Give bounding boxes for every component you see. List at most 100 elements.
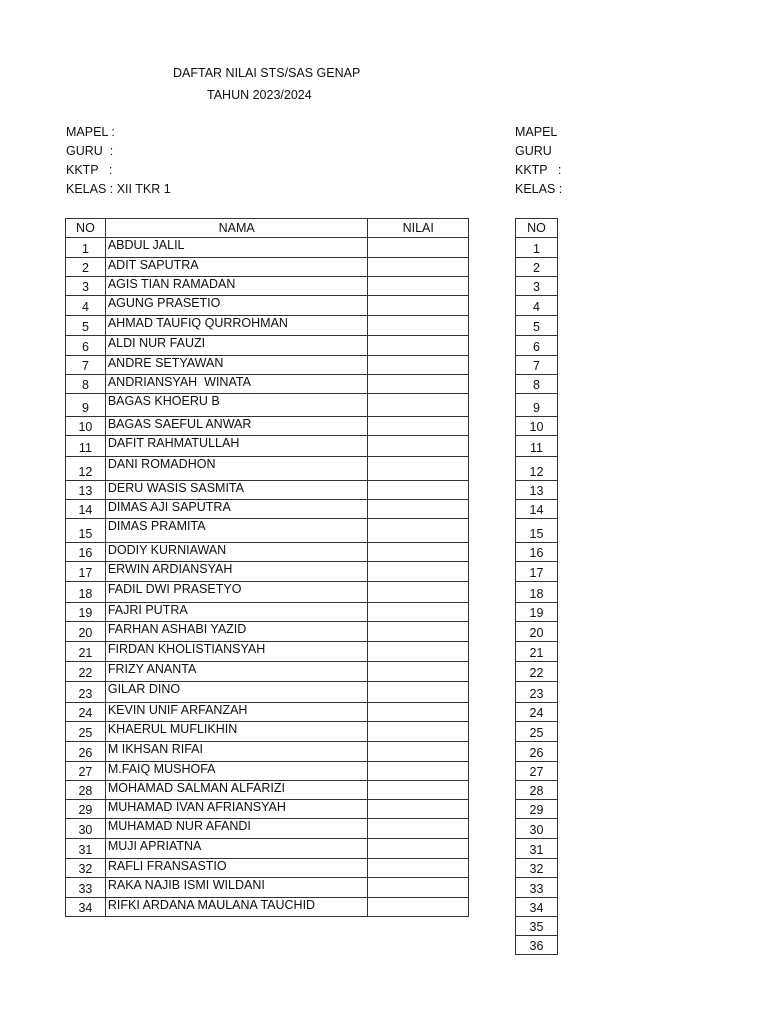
row-number: 7 [65, 355, 106, 375]
header-nama: NAMA [104, 218, 369, 238]
right-table-row: 26 [515, 741, 558, 762]
grade-cell[interactable] [367, 818, 469, 839]
grade-cell[interactable] [367, 581, 469, 603]
table-row: 32 RAFLI FRANSASTIO [65, 858, 469, 878]
grade-cell[interactable] [367, 741, 469, 762]
student-name: DIMAS PRAMITA [104, 518, 369, 543]
student-name: ANDRIANSYAH WINATA [104, 374, 369, 394]
grade-cell[interactable] [367, 621, 469, 642]
grade-cell[interactable] [367, 661, 469, 682]
right-table-row: 12 [515, 456, 558, 481]
grade-cell[interactable] [367, 355, 469, 375]
grade-cell[interactable] [367, 897, 469, 917]
table-row: 30 MUHAMAD NUR AFANDI [65, 818, 469, 839]
right-table-row: 18 [515, 581, 558, 603]
grade-cell[interactable] [367, 518, 469, 543]
student-name: FARHAN ASHABI YAZID [104, 621, 369, 642]
student-name: ALDI NUR FAUZI [104, 335, 369, 356]
right-row-number: 36 [515, 935, 558, 955]
right-row-number: 9 [515, 393, 558, 417]
right-row-number: 18 [515, 581, 558, 603]
right-table-row: 7 [515, 355, 558, 375]
grade-cell[interactable] [367, 681, 469, 703]
student-name: MOHAMAD SALMAN ALFARIZI [104, 780, 369, 800]
header-nilai: NILAI [367, 218, 469, 238]
student-name: ADIT SAPUTRA [104, 257, 369, 277]
table-row: 6 ALDI NUR FAUZI [65, 335, 469, 356]
guru-label: GURU : [66, 144, 114, 158]
grade-cell[interactable] [367, 877, 469, 898]
table-row: 12 DANI ROMADHON [65, 456, 469, 481]
grade-cell[interactable] [367, 335, 469, 356]
row-number: 22 [65, 661, 106, 682]
right-row-number: 20 [515, 621, 558, 642]
right-table-row: 35 [515, 916, 558, 936]
grade-cell[interactable] [367, 561, 469, 582]
table-row: 3 AGIS TIAN RAMADAN [65, 276, 469, 296]
row-number: 10 [65, 416, 106, 436]
grade-cell[interactable] [367, 480, 469, 500]
right-row-number: 21 [515, 641, 558, 662]
table-row: 17 ERWIN ARDIANSYAH [65, 561, 469, 582]
right-row-number: 29 [515, 799, 558, 819]
row-number: 34 [65, 897, 106, 917]
table-row: 10 BAGAS SAEFUL ANWAR [65, 416, 469, 436]
student-name: KHAERUL MUFLIKHIN [104, 721, 369, 742]
student-name: RAKA NAJIB ISMI WILDANI [104, 877, 369, 898]
right-table-row: 11 [515, 435, 558, 457]
grade-cell[interactable] [367, 374, 469, 394]
grade-cell[interactable] [367, 780, 469, 800]
right-table-row: 28 [515, 780, 558, 800]
right-row-number: 5 [515, 315, 558, 336]
row-number: 31 [65, 838, 106, 859]
grade-cell[interactable] [367, 542, 469, 562]
student-name: DODIY KURNIAWAN [104, 542, 369, 562]
grade-cell[interactable] [367, 641, 469, 662]
table-row: 28 MOHAMAD SALMAN ALFARIZI [65, 780, 469, 800]
right-table-row: 23 [515, 681, 558, 703]
student-name: KEVIN UNIF ARFANZAH [104, 702, 369, 722]
row-number: 26 [65, 741, 106, 762]
grade-cell[interactable] [367, 721, 469, 742]
right-row-number: 8 [515, 374, 558, 394]
right-row-number: 13 [515, 480, 558, 500]
table-row: 13 DERU WASIS SASMITA [65, 480, 469, 500]
grade-cell[interactable] [367, 456, 469, 481]
grade-cell[interactable] [367, 435, 469, 457]
grade-cell[interactable] [367, 393, 469, 417]
grade-cell[interactable] [367, 602, 469, 622]
document-title: DAFTAR NILAI STS/SAS GENAP [173, 66, 361, 80]
table-row: 18 FADIL DWI PRASETYO [65, 581, 469, 603]
grade-cell[interactable] [367, 761, 469, 781]
table-row: 2 ADIT SAPUTRA [65, 257, 469, 277]
table-header-row: NO NAMA NILAI [65, 218, 469, 238]
row-number: 19 [65, 602, 106, 622]
right-table-row: 3 [515, 276, 558, 296]
grade-cell[interactable] [367, 858, 469, 878]
grade-cell[interactable] [367, 237, 469, 258]
grade-cell[interactable] [367, 257, 469, 277]
grade-cell[interactable] [367, 799, 469, 819]
student-name: M IKHSAN RIFAI [104, 741, 369, 762]
grade-cell[interactable] [367, 315, 469, 336]
table-row: 15 DIMAS PRAMITA [65, 518, 469, 543]
student-name: BAGAS SAEFUL ANWAR [104, 416, 369, 436]
grade-cell[interactable] [367, 702, 469, 722]
right-table-row: 17 [515, 561, 558, 582]
right-row-number: 26 [515, 741, 558, 762]
grade-cell[interactable] [367, 838, 469, 859]
table-row: 23 GILAR DINO [65, 681, 469, 703]
grade-cell[interactable] [367, 416, 469, 436]
kktp-label: KKTP : [66, 163, 113, 177]
student-name: FRIZY ANANTA [104, 661, 369, 682]
right-row-number: 31 [515, 838, 558, 859]
grade-cell[interactable] [367, 499, 469, 519]
table-row: 20 FARHAN ASHABI YAZID [65, 621, 469, 642]
table-row: 33 RAKA NAJIB ISMI WILDANI [65, 877, 469, 898]
grade-cell[interactable] [367, 276, 469, 296]
right-header-no: NO [515, 218, 558, 238]
right-table-row: 2 [515, 257, 558, 277]
grade-cell[interactable] [367, 295, 469, 316]
row-number: 23 [65, 681, 106, 703]
table-row: 26 M IKHSAN RIFAI [65, 741, 469, 762]
